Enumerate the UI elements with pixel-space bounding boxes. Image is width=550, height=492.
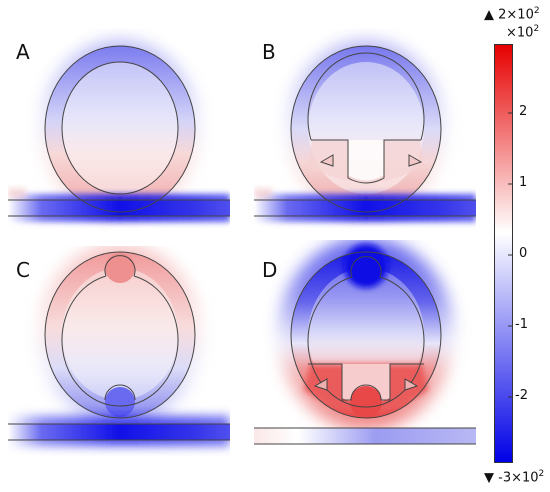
panel-label-a: A bbox=[16, 40, 30, 64]
colorbar bbox=[494, 44, 513, 463]
panel-d-field bbox=[254, 240, 476, 445]
colorbar-tick-label: 1 bbox=[519, 175, 528, 190]
colorbar-axis: 2 1 0 -1 -2 bbox=[513, 0, 550, 492]
colorbar-tick-label: -2 bbox=[515, 388, 528, 403]
colorbar-min-marker: ▼ -3×102 bbox=[484, 469, 545, 486]
colorbar-max-marker: ▲ 2×102 bbox=[484, 6, 540, 23]
panel-label-c: C bbox=[16, 258, 30, 282]
panel-c-field bbox=[8, 246, 230, 446]
colorbar-gradient bbox=[495, 45, 512, 462]
panel-b-field bbox=[254, 40, 476, 222]
colorbar-scale-unit: ×102 bbox=[506, 24, 540, 41]
panel-label-b: B bbox=[262, 40, 276, 64]
colorbar-tick-label: 0 bbox=[519, 246, 528, 261]
panel-label-d: D bbox=[262, 258, 278, 282]
colorbar-tick-label: -1 bbox=[515, 317, 528, 332]
panel-a-field bbox=[8, 40, 230, 222]
colorbar-ticks bbox=[508, 112, 513, 398]
colorbar-tick-label: 2 bbox=[519, 104, 528, 119]
